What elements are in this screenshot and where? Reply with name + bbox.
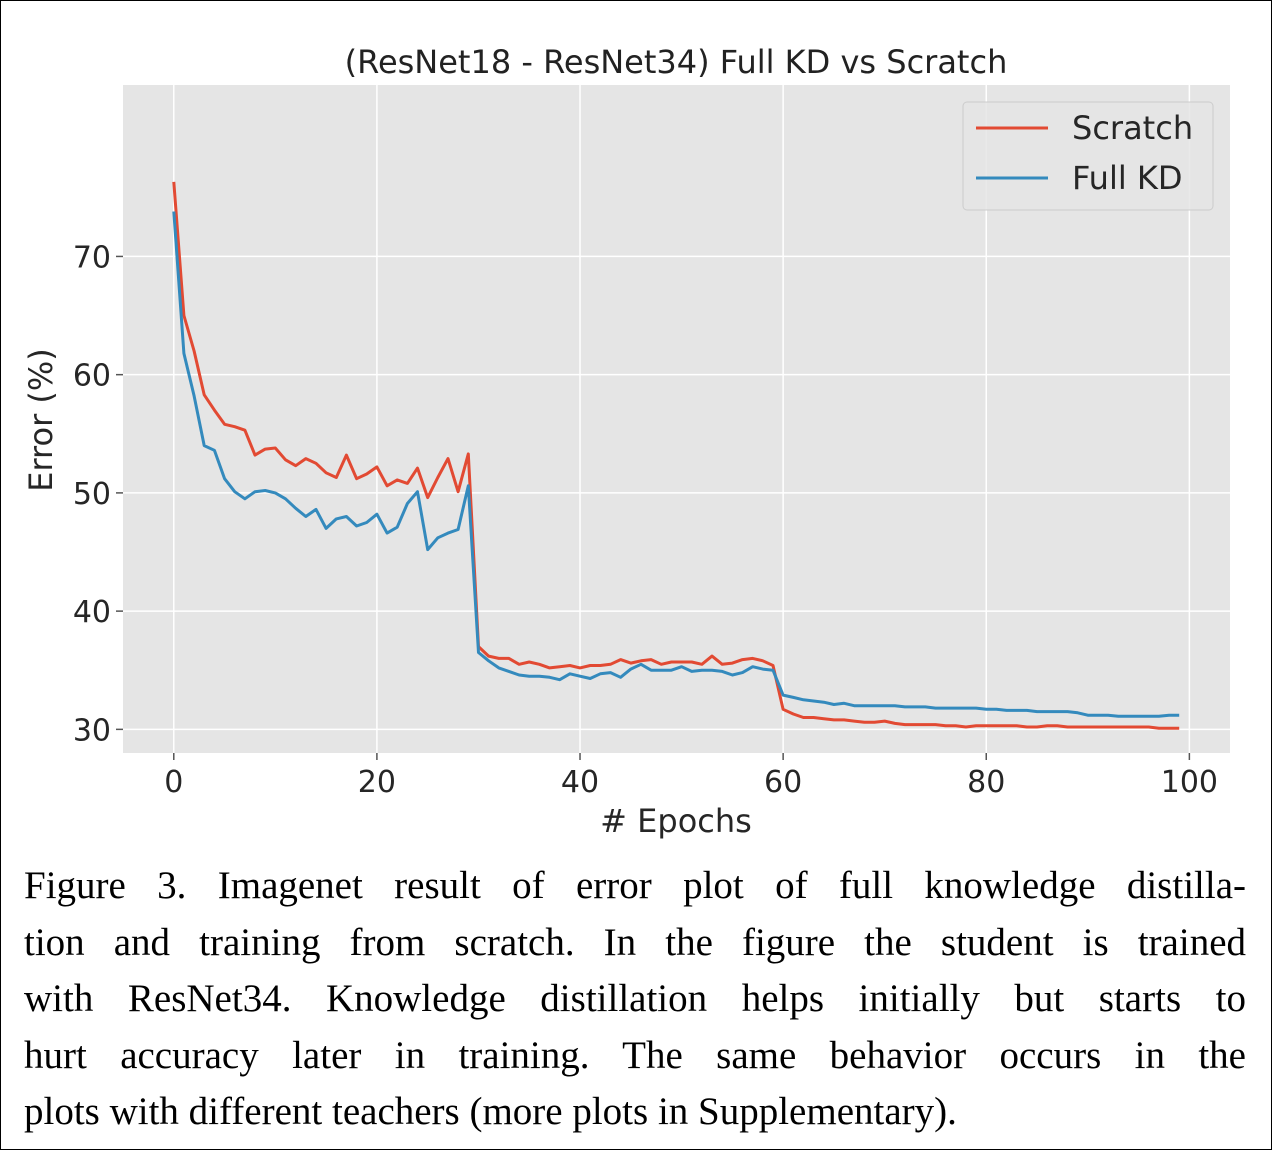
y-tick-label: 30 bbox=[73, 713, 111, 748]
legend: Scratch Full KD bbox=[962, 101, 1214, 211]
series-line-scratch bbox=[172, 181, 1180, 730]
y-tick-label: 60 bbox=[73, 359, 111, 394]
y-tick-label: 50 bbox=[73, 477, 111, 512]
x-tick-label: 80 bbox=[967, 765, 1005, 800]
x-tick-label: 0 bbox=[164, 765, 183, 800]
series-lines bbox=[172, 181, 1180, 730]
legend-label-full-kd: Full KD bbox=[1072, 159, 1183, 197]
caption-line: hurt accuracy later in training. The sam… bbox=[24, 1033, 1246, 1077]
figure-caption: Figure 3. Imagenet result of error plot … bbox=[24, 858, 1246, 1141]
x-axis-label: # Epochs bbox=[600, 802, 752, 840]
legend-label-scratch: Scratch bbox=[1072, 109, 1193, 147]
line-chart: 0 20 40 60 80 100 30 40 50 60 70 (ResNet18 - ResNe… bbox=[22, 43, 1230, 840]
x-tick-label: 20 bbox=[358, 765, 396, 800]
y-axis-label: Error (%) bbox=[22, 348, 60, 492]
caption-line: plots with different teachers (more plot… bbox=[24, 1090, 957, 1133]
x-tick-label: 40 bbox=[561, 765, 599, 800]
caption-line: tion and training from scratch. In the f… bbox=[24, 920, 1246, 964]
y-tick-label: 40 bbox=[73, 595, 111, 630]
chart-title: (ResNet18 - ResNet34) Full KD vs Scratch bbox=[345, 43, 1008, 81]
axis-ticks: 0 20 40 60 80 100 30 40 50 60 70 bbox=[73, 240, 1218, 800]
y-tick-label: 70 bbox=[73, 240, 111, 275]
series-line-full-kd bbox=[172, 211, 1180, 718]
caption-line: Figure 3. Imagenet result of error plot … bbox=[24, 864, 1246, 907]
x-tick-label: 60 bbox=[764, 765, 802, 800]
caption-line: with ResNet34. Knowledge distillation he… bbox=[24, 977, 1246, 1020]
x-tick-label: 100 bbox=[1161, 765, 1218, 800]
